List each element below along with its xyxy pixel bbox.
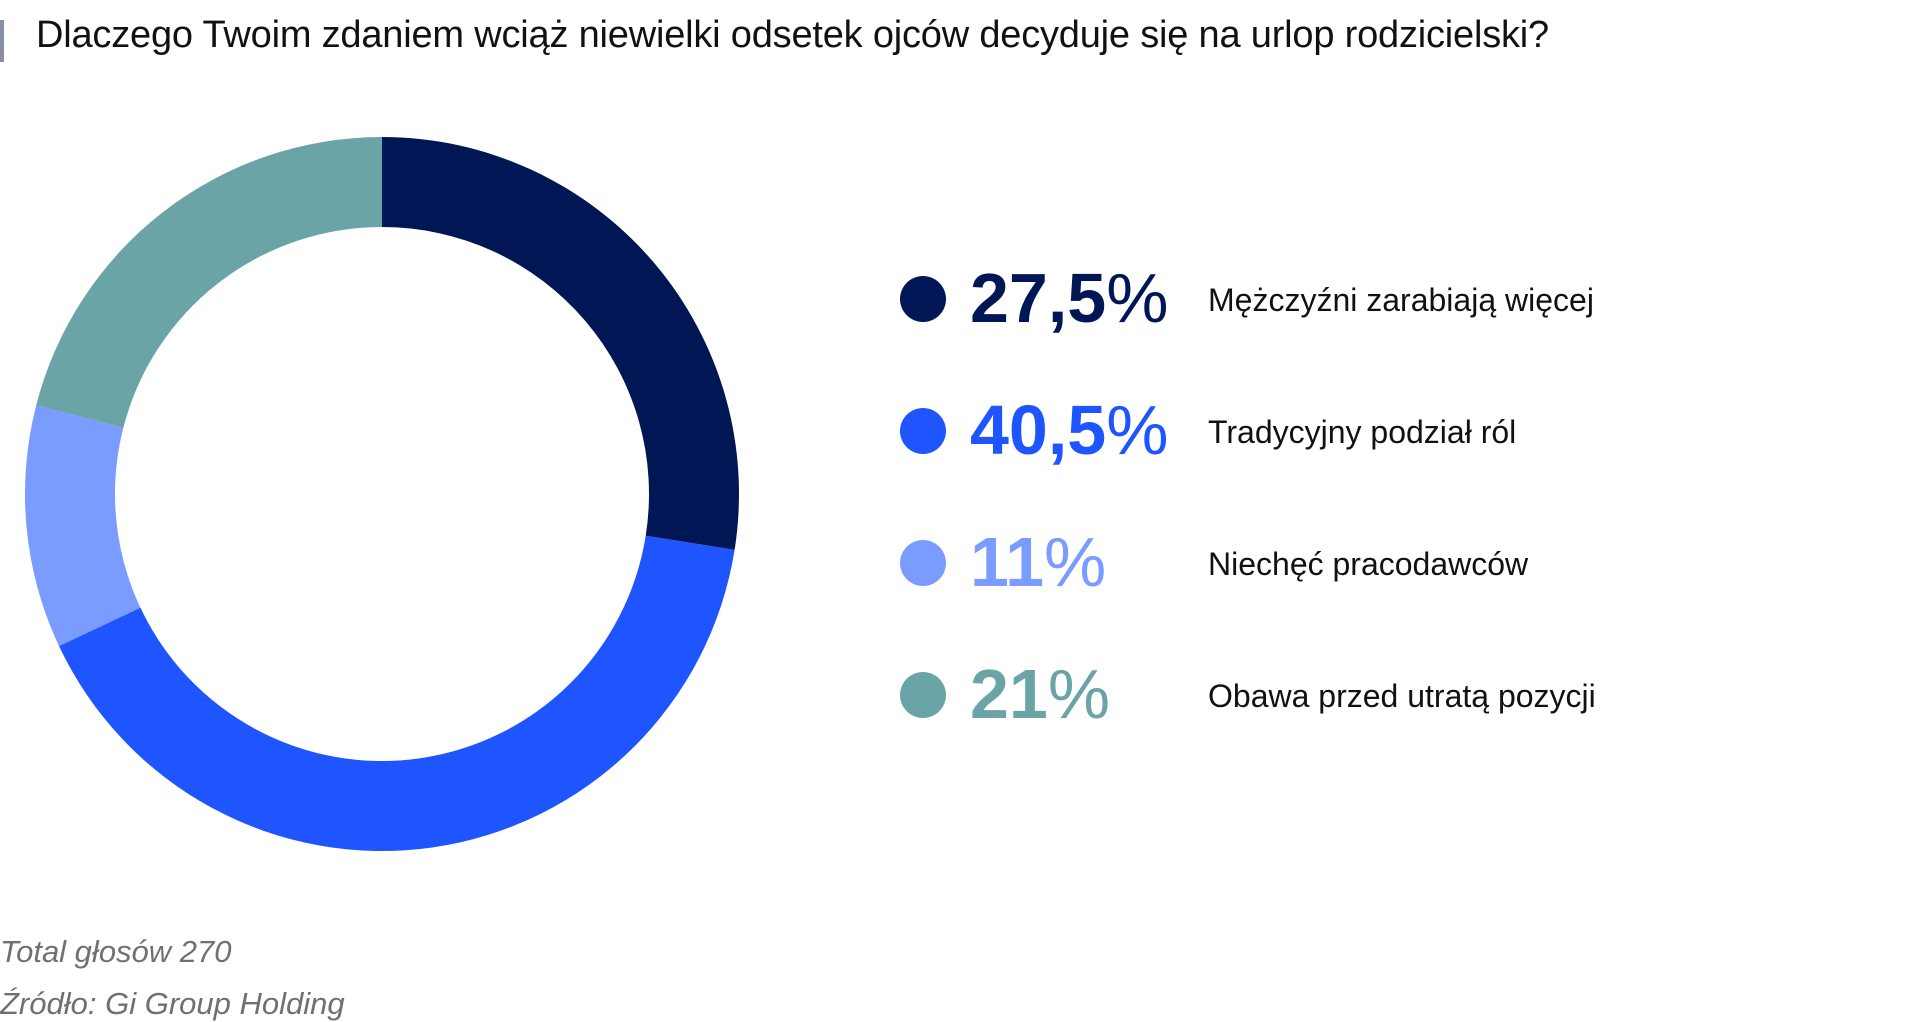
legend-percent-sign: % xyxy=(1106,391,1169,469)
legend-value: 40,5% xyxy=(970,390,1169,470)
legend-swatch xyxy=(900,540,946,586)
donut-slice xyxy=(24,405,141,647)
legend-number: 40,5 xyxy=(970,391,1107,469)
donut-slice xyxy=(58,535,735,852)
legend-number: 11 xyxy=(970,523,1044,601)
legend-item: 40,5% Tradycyjny podział ról xyxy=(900,390,1660,470)
legend-value: 27,5% xyxy=(970,258,1169,338)
donut-slice xyxy=(382,137,739,550)
legend-percent-sign: % xyxy=(1047,655,1111,733)
legend-percent-sign: % xyxy=(1106,259,1169,337)
legend-item: 21% Obawa przed utratą pozycji xyxy=(900,654,1660,734)
legend-swatch xyxy=(900,672,946,718)
legend-percent-sign: % xyxy=(1044,523,1107,601)
legend-swatch xyxy=(900,408,946,454)
legend-item: 11% Niechęć pracodawców xyxy=(900,522,1660,602)
chart-title: Dlaczego Twoim zdaniem wciąż niewielki o… xyxy=(36,14,1549,56)
title-accent-bar xyxy=(0,20,4,62)
source-note: Źródło: Gi Group Holding xyxy=(0,986,345,1021)
legend-label: Mężczyźni zarabiają więcej xyxy=(1208,282,1594,318)
legend-label: Niechęć pracodawców xyxy=(1208,546,1529,582)
legend-item: 27,5% Mężczyźni zarabiają więcej xyxy=(900,258,1660,338)
total-votes-note: Total głosów 270 xyxy=(0,934,232,969)
legend-value: 21% xyxy=(970,654,1110,734)
legend-number: 21 xyxy=(970,655,1048,733)
legend-label: Tradycyjny podział ról xyxy=(1208,414,1517,450)
legend-number: 27,5 xyxy=(970,259,1107,337)
donut-slice xyxy=(36,137,382,428)
legend-swatch xyxy=(900,276,946,322)
legend-label: Obawa przed utratą pozycji xyxy=(1208,678,1596,714)
legend-value: 11% xyxy=(970,522,1106,602)
